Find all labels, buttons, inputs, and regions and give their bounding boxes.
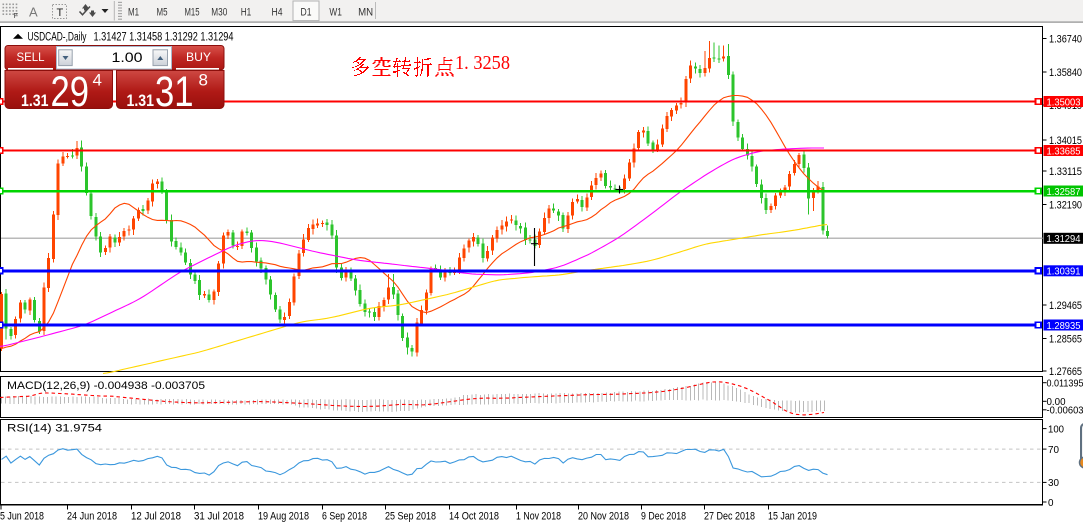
svg-text:M15: M15 [185,6,200,18]
svg-text:MACD(12,26,9) -0.004938 -0.003: MACD(12,26,9) -0.004938 -0.003705 [7,380,205,392]
svg-text:D1: D1 [301,6,312,18]
svg-text:4: 4 [93,71,102,90]
svg-text:24 Jun 2018: 24 Jun 2018 [67,511,117,523]
svg-text:1.36740: 1.36740 [1049,33,1082,45]
svg-text:M30: M30 [211,6,227,18]
svg-text:W1: W1 [329,6,342,18]
svg-text:F: F [14,11,19,20]
svg-text:1.35003: 1.35003 [1047,96,1081,108]
svg-text:M1: M1 [128,6,139,18]
svg-text:1.33115: 1.33115 [1049,166,1082,178]
svg-text:20 Nov 2018: 20 Nov 2018 [578,511,629,523]
svg-text:15 Jan 2019: 15 Jan 2019 [768,511,817,523]
svg-text:RSI(14) 31.9754: RSI(14) 31.9754 [7,423,102,435]
svg-text:1.31294: 1.31294 [1047,233,1081,245]
svg-text:1.32587: 1.32587 [1047,186,1081,198]
svg-text:12 Jul 2018: 12 Jul 2018 [131,511,181,523]
svg-text:31 Jul 2018: 31 Jul 2018 [194,511,244,523]
svg-text:SELL: SELL [17,50,45,64]
svg-text:1. 3258: 1. 3258 [455,52,510,74]
svg-text:1.32190: 1.32190 [1049,199,1082,211]
svg-text:BUY: BUY [186,50,211,64]
svg-text:0.00: 0.00 [1047,396,1066,408]
svg-text:1.35840: 1.35840 [1049,67,1082,79]
svg-text:1.33685: 1.33685 [1047,145,1081,157]
svg-text:5 Jun 2018: 5 Jun 2018 [0,511,44,523]
svg-text:1 Nov 2018: 1 Nov 2018 [516,511,561,523]
svg-text:1.27665: 1.27665 [1049,366,1082,378]
svg-text:1.30391: 1.30391 [1047,266,1081,278]
svg-text:100: 100 [1048,423,1064,435]
svg-text:6 Sep 2018: 6 Sep 2018 [322,511,367,523]
svg-text:70: 70 [1048,444,1059,456]
svg-text:31: 31 [155,69,194,116]
svg-text:29: 29 [51,69,90,116]
svg-text:-0.00603: -0.00603 [1047,405,1083,417]
svg-text:1.34015: 1.34015 [1049,135,1082,147]
svg-text:MN: MN [358,6,373,18]
svg-text:9 Dec 2018: 9 Dec 2018 [641,511,686,523]
svg-text:1.31427 1.31458 1.31292 1.3129: 1.31427 1.31458 1.31292 1.31294 [94,32,234,44]
svg-text:25 Sep 2018: 25 Sep 2018 [385,511,436,523]
svg-text:A: A [29,5,38,20]
svg-text:0.011395: 0.011395 [1047,378,1083,390]
svg-text:1.00: 1.00 [112,49,143,65]
svg-text:14 Oct 2018: 14 Oct 2018 [449,511,499,523]
svg-text:0: 0 [1048,497,1054,509]
svg-text:30: 30 [1048,477,1059,489]
svg-text:USDCAD-,Daily: USDCAD-,Daily [28,32,87,44]
svg-text:H1: H1 [241,6,252,18]
svg-text:T: T [57,7,64,19]
svg-text:19 Aug 2018: 19 Aug 2018 [258,511,309,523]
svg-text:1.29465: 1.29465 [1049,300,1082,312]
svg-text:1.31: 1.31 [127,92,155,110]
svg-text:27 Dec 2018: 27 Dec 2018 [704,511,755,523]
svg-text:1.31: 1.31 [21,92,49,110]
svg-text:1.28935: 1.28935 [1047,320,1081,332]
svg-text:1.28565: 1.28565 [1049,333,1082,345]
svg-text:M5: M5 [157,6,168,18]
svg-text:8: 8 [199,71,208,90]
svg-text:H4: H4 [272,6,283,18]
